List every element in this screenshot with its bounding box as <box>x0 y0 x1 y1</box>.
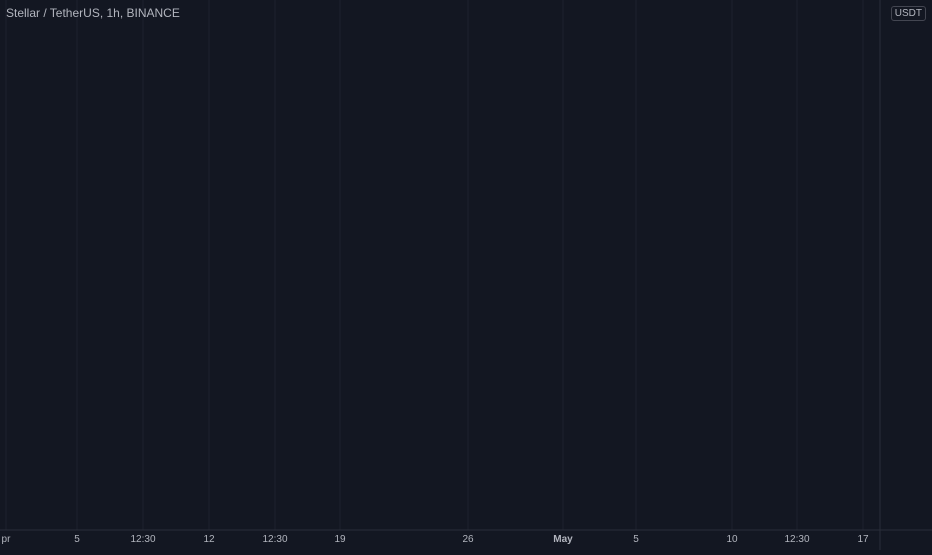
time-tick-label: May <box>553 534 573 545</box>
time-tick-label: 19 <box>334 534 346 545</box>
time-tick-label: 17 <box>857 534 869 545</box>
time-tick-label: 12 <box>203 534 215 545</box>
time-tick-label: 12:30 <box>130 534 155 545</box>
time-tick-label: 10 <box>726 534 738 545</box>
currency-button[interactable]: USDT <box>890 6 926 21</box>
time-tick-label: pr <box>2 534 12 545</box>
time-tick-label: 5 <box>633 534 639 545</box>
time-tick-label: 12:30 <box>262 534 287 545</box>
time-tick-label: 26 <box>462 534 474 545</box>
time-tick-label: 12:30 <box>784 534 809 545</box>
chart-title: Stellar / TetherUS, 1h, BINANCE <box>6 6 180 20</box>
time-tick-label: 5 <box>74 534 80 545</box>
